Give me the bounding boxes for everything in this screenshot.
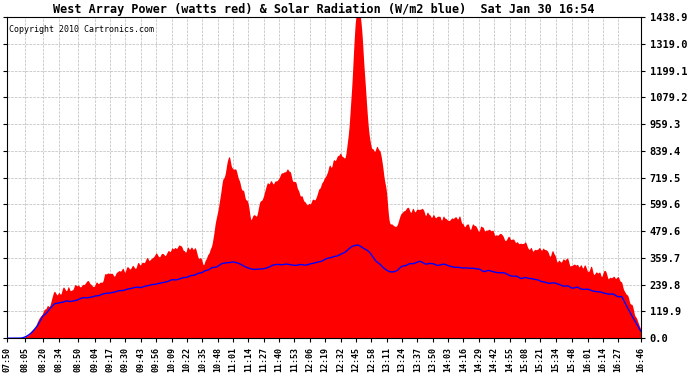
Text: Copyright 2010 Cartronics.com: Copyright 2010 Cartronics.com — [8, 25, 154, 34]
Title: West Array Power (watts red) & Solar Radiation (W/m2 blue)  Sat Jan 30 16:54: West Array Power (watts red) & Solar Rad… — [53, 3, 595, 16]
